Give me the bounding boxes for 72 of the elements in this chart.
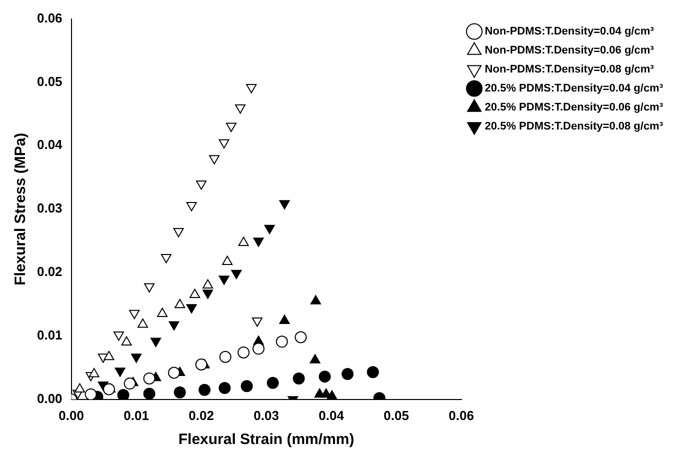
point — [144, 283, 155, 292]
point — [235, 104, 246, 114]
point — [240, 380, 253, 392]
point — [121, 336, 132, 346]
point — [186, 202, 197, 212]
point — [292, 372, 305, 384]
point — [88, 368, 100, 378]
y-tick-label: 0.01 — [36, 328, 62, 343]
point — [279, 200, 290, 210]
x-tick-label: 0.01 — [124, 408, 149, 423]
point — [157, 308, 168, 318]
point — [326, 390, 338, 400]
point — [246, 84, 257, 94]
point — [168, 321, 180, 331]
point — [129, 310, 140, 320]
legend-label: 20.5% PDMS:T.Density=0.06 g/cm³ — [484, 102, 664, 114]
point — [226, 122, 236, 132]
point — [174, 386, 186, 398]
point — [143, 372, 156, 384]
y-tick-label: 0.06 — [36, 10, 62, 26]
point — [160, 254, 172, 264]
point — [366, 366, 379, 378]
y-tick-label: 0.02 — [36, 264, 62, 280]
point — [138, 318, 148, 328]
point — [342, 368, 354, 380]
x-tick-label: 0.05 — [384, 408, 409, 423]
point — [238, 346, 250, 358]
legend-label: Non-PDMS:T.Density=0.08 g/cm³ — [484, 64, 654, 76]
point — [310, 354, 320, 364]
point — [253, 238, 264, 247]
point — [264, 224, 275, 234]
point — [276, 336, 288, 348]
point — [318, 370, 331, 383]
point — [231, 270, 242, 280]
y-tick-label: 0.05 — [36, 74, 62, 89]
y-axis-title: Flexural Stress (MPa) — [12, 132, 30, 286]
point — [218, 276, 230, 285]
point — [168, 366, 180, 379]
point — [104, 350, 114, 360]
x-tick-label: 0.00 — [58, 408, 84, 423]
point — [209, 155, 220, 164]
point — [117, 388, 130, 400]
x-axis-title: Flexural Strain (mm/mm) — [178, 431, 354, 448]
y-tick-label: 0.03 — [36, 200, 62, 216]
point — [195, 358, 208, 371]
point — [198, 384, 211, 396]
legend-label: 20.5% PDMS:T.Density=0.08 g/cm³ — [484, 120, 664, 133]
point — [218, 382, 231, 394]
point — [218, 139, 230, 148]
x-tick-label: 0.03 — [254, 408, 279, 423]
legend-label: Non-PDMS:T.Density=0.04 g/cm³ — [484, 26, 654, 38]
point — [143, 388, 156, 400]
y-tick-label: 0.04 — [36, 137, 64, 152]
y-tick-label: 0.00 — [36, 390, 62, 406]
x-tick-label: 0.02 — [188, 408, 214, 423]
point — [252, 317, 262, 327]
point — [186, 304, 197, 314]
point — [74, 383, 86, 392]
point — [103, 383, 115, 396]
point — [266, 376, 279, 389]
legend-label: 20.5% PDMS:T.Density=0.04 g/cm³ — [484, 82, 664, 95]
legend-label: Non-PDMS:T.Density=0.06 g/cm³ — [484, 44, 654, 57]
point — [84, 388, 97, 400]
point — [196, 180, 207, 190]
point — [124, 378, 136, 390]
point — [202, 290, 214, 299]
point — [173, 228, 184, 238]
x-tick-label: 0.04 — [318, 408, 345, 423]
point — [294, 331, 307, 344]
x-tick-label: 0.06 — [448, 408, 474, 423]
point — [219, 350, 232, 363]
point — [113, 331, 124, 341]
